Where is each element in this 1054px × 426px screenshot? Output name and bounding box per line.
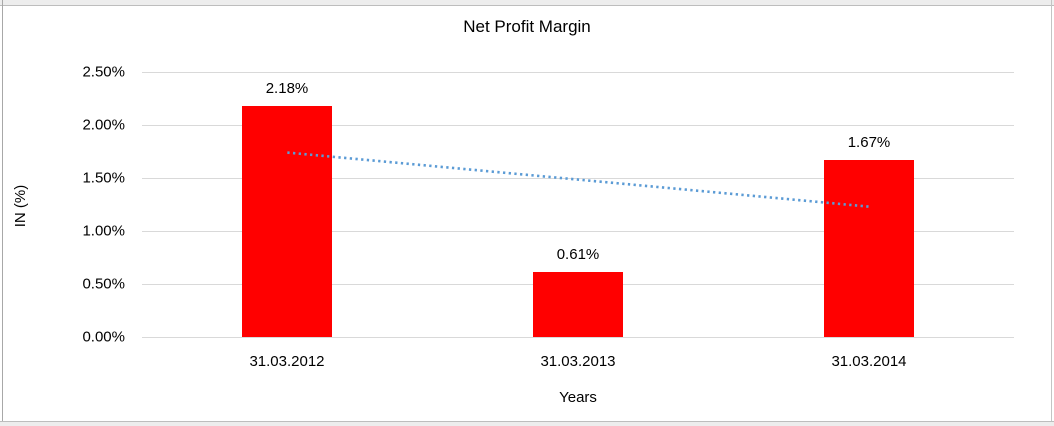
frame-right-edge xyxy=(1051,0,1052,426)
bar-data-label: 0.61% xyxy=(556,246,600,263)
frame-bottom-edge xyxy=(0,421,1054,426)
y-tick-label: 2.50% xyxy=(82,63,125,81)
gridline xyxy=(142,337,1014,338)
y-tick-label: 0.50% xyxy=(82,275,125,293)
frame-left-edge xyxy=(2,0,3,426)
trendline-path xyxy=(287,151,869,208)
bar xyxy=(533,272,623,337)
x-category-label: 31.03.2014 xyxy=(831,353,907,370)
x-category-label: 31.03.2012 xyxy=(249,353,325,370)
y-axis-title: IN (%) xyxy=(12,184,29,228)
frame-top-edge xyxy=(0,0,1054,6)
y-tick-label: 1.00% xyxy=(82,222,125,240)
bar xyxy=(242,106,332,337)
x-category-label: 31.03.2013 xyxy=(540,353,616,370)
chart-title: Net Profit Margin xyxy=(463,17,591,36)
gridline xyxy=(142,125,1014,126)
y-tick-label: 2.00% xyxy=(82,116,125,134)
y-tick-label: 1.50% xyxy=(82,169,125,187)
x-axis-title: Years xyxy=(559,389,597,406)
gridline xyxy=(142,72,1014,73)
bar-data-label: 1.67% xyxy=(847,134,891,151)
chart-surface: Net Profit Margin IN (%) 0.00% 0.50% 1.00%… xyxy=(4,6,1050,420)
y-tick-label: 0.00% xyxy=(82,328,125,346)
bar-data-label: 2.18% xyxy=(265,80,309,97)
bar xyxy=(824,160,914,337)
gridline xyxy=(142,231,1014,232)
